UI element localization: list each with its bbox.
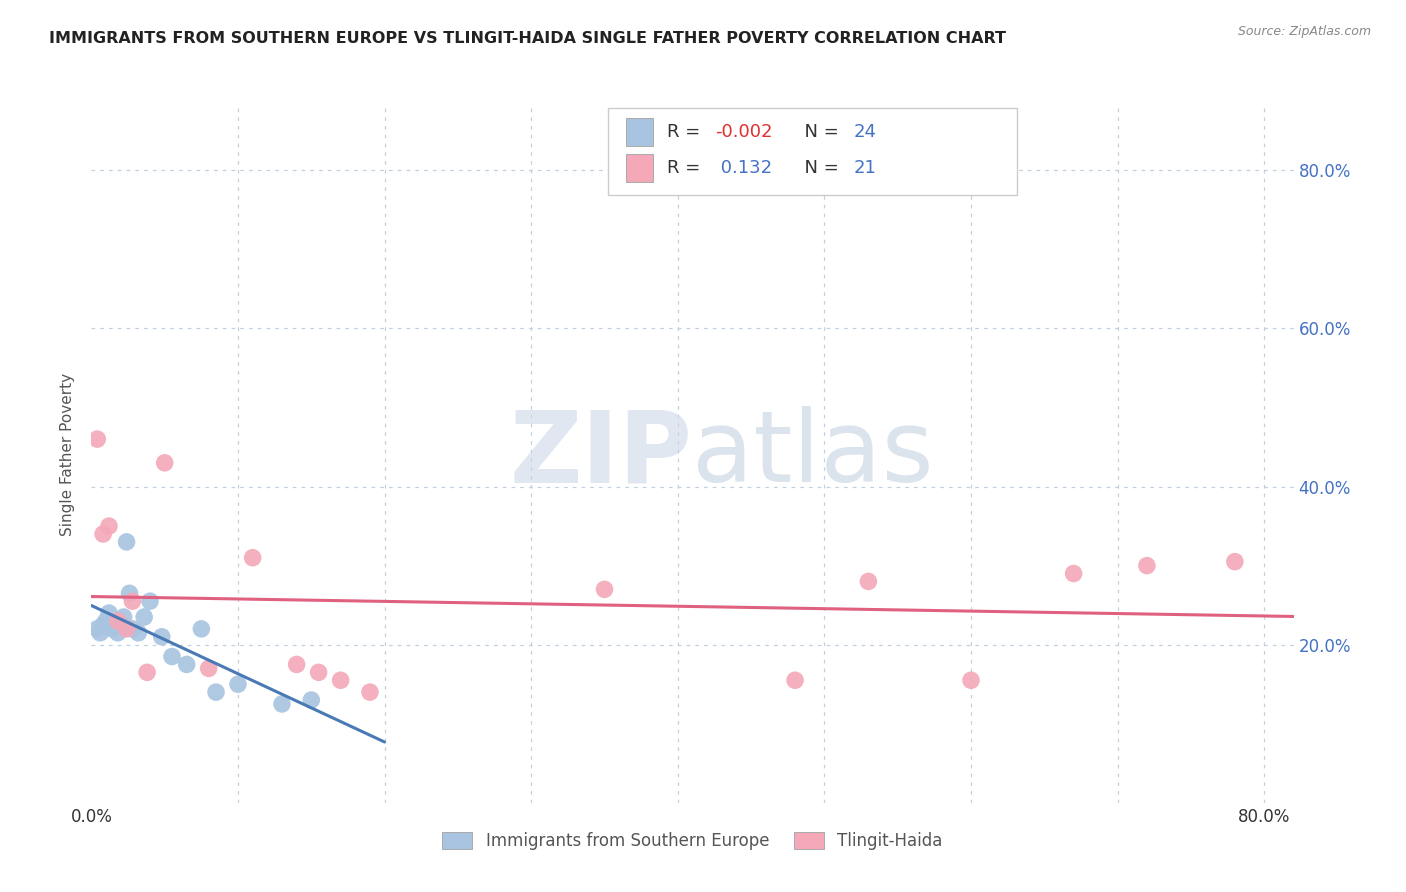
Legend: Immigrants from Southern Europe, Tlingit-Haida: Immigrants from Southern Europe, Tlingit… (436, 826, 949, 857)
Y-axis label: Single Father Poverty: Single Father Poverty (60, 374, 76, 536)
Point (329, 673, 352, 688)
Bar (626, 154, 652, 182)
Point (121, 622, 143, 636)
Point (115, 534, 138, 549)
Point (160, 649, 183, 664)
Text: ZIP: ZIP (509, 407, 692, 503)
Point (285, 657, 308, 672)
Point (359, 685, 381, 699)
Point (101, 622, 124, 636)
Point (104, 618, 127, 632)
Point (121, 594, 143, 608)
Text: N =: N = (793, 160, 845, 178)
Point (94, 614, 117, 628)
Point (153, 456, 176, 470)
Point (136, 665, 159, 680)
Point (91, 618, 114, 632)
Text: -0.002: -0.002 (716, 123, 773, 142)
Point (226, 677, 249, 691)
Point (112, 610, 135, 624)
Point (783, 673, 806, 688)
Point (960, 673, 983, 688)
Text: 24: 24 (853, 123, 876, 142)
Point (107, 614, 129, 628)
Point (299, 693, 322, 707)
Point (127, 625, 149, 640)
Point (308, 665, 330, 680)
Point (190, 622, 212, 636)
Point (593, 582, 616, 597)
Point (205, 685, 228, 699)
Point (242, 550, 264, 565)
Text: Source: ZipAtlas.com: Source: ZipAtlas.com (1237, 25, 1371, 38)
Point (110, 618, 132, 632)
Point (150, 630, 173, 644)
Point (98, 519, 121, 533)
Point (118, 586, 141, 600)
Point (139, 594, 162, 608)
Point (271, 697, 294, 711)
FancyBboxPatch shape (609, 109, 1017, 195)
Text: IMMIGRANTS FROM SOUTHERN EUROPE VS TLINGIT-HAIDA SINGLE FATHER POVERTY CORRELATI: IMMIGRANTS FROM SOUTHERN EUROPE VS TLING… (49, 31, 1007, 46)
Point (1063, 566, 1085, 581)
Bar (626, 119, 652, 146)
Point (1223, 555, 1246, 569)
Point (115, 622, 138, 636)
Point (98, 606, 121, 620)
Text: R =: R = (668, 160, 706, 178)
Point (176, 657, 198, 672)
Point (86, 432, 108, 446)
Point (1136, 558, 1159, 573)
Point (91, 527, 114, 541)
Point (107, 625, 129, 640)
Text: atlas: atlas (692, 407, 934, 503)
Text: N =: N = (793, 123, 845, 142)
Point (89, 625, 111, 640)
Text: 0.132: 0.132 (716, 160, 772, 178)
Point (858, 574, 880, 589)
Point (86, 622, 108, 636)
Point (134, 610, 156, 624)
Text: 21: 21 (853, 160, 876, 178)
Text: R =: R = (668, 123, 706, 142)
Point (197, 661, 219, 675)
